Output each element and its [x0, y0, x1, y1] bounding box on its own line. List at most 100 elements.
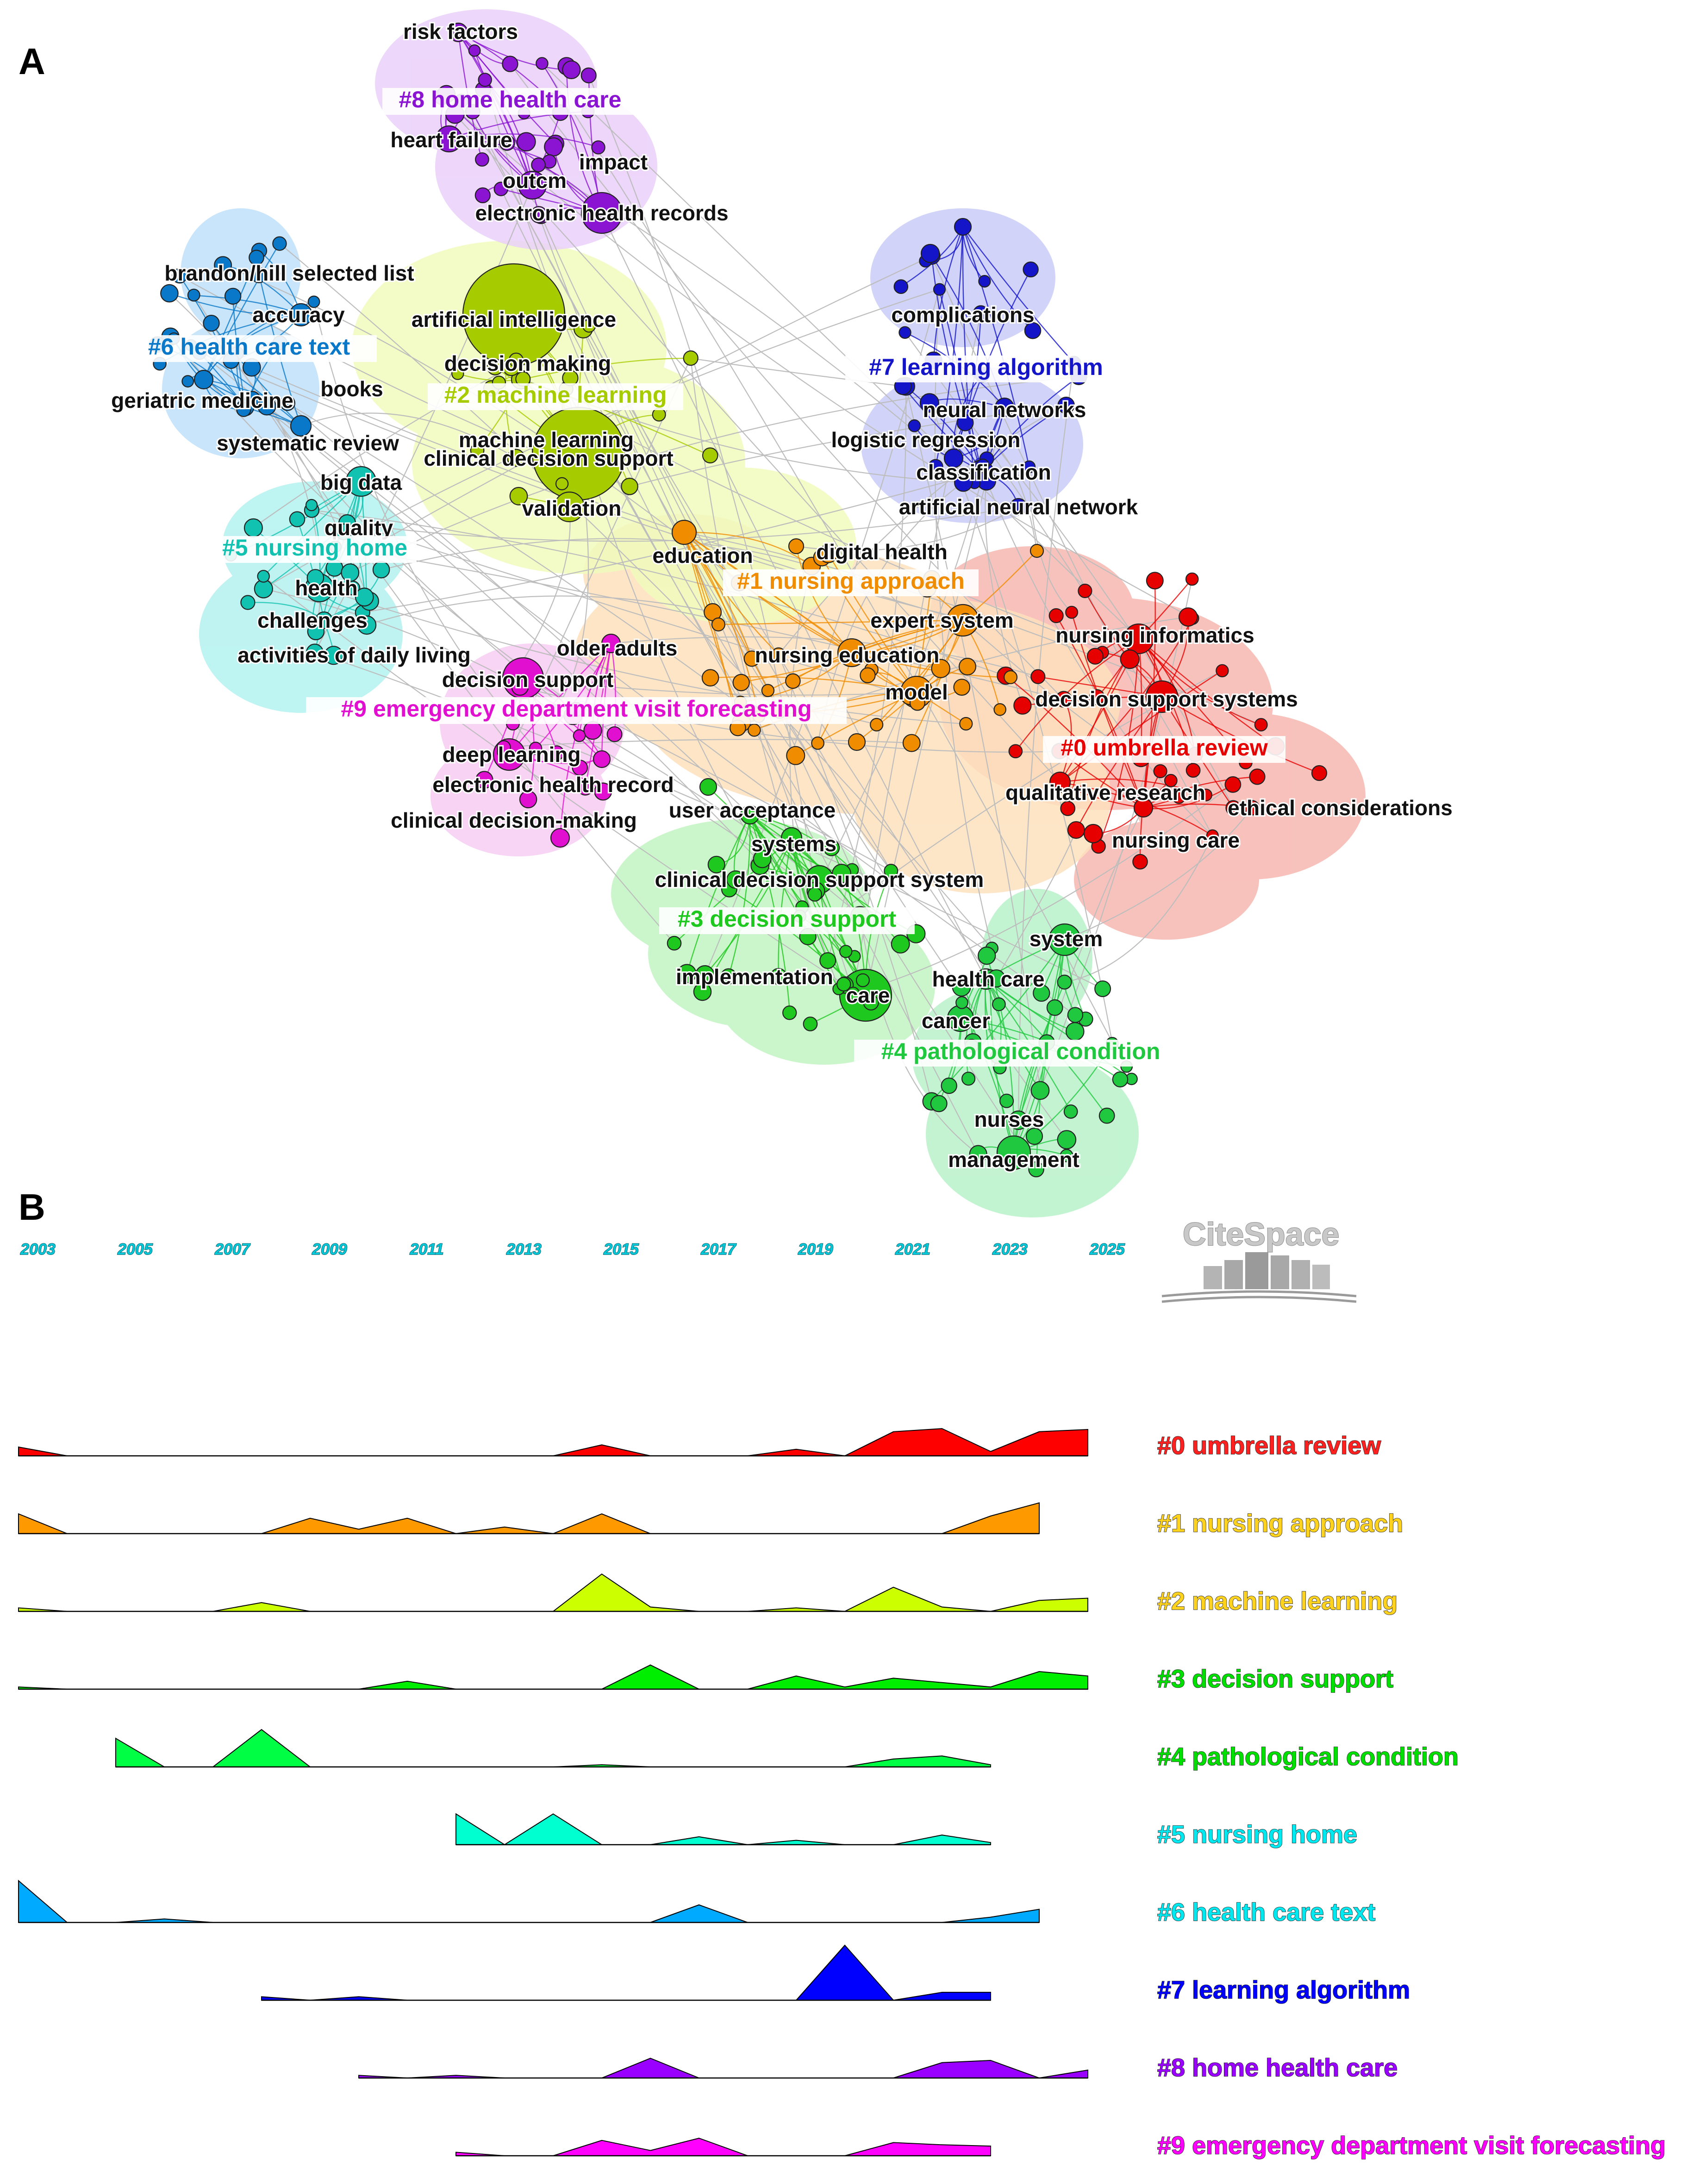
- node: [928, 459, 943, 474]
- citespace-logo-text: CiteSpace: [1183, 1216, 1339, 1252]
- node: [977, 946, 996, 965]
- node: [1164, 774, 1178, 787]
- term-artificial-neural-network: artificial neural network: [899, 495, 1138, 519]
- network-edge: [905, 386, 1041, 1091]
- node: [516, 132, 536, 152]
- term-logistic-regression: logistic regression: [831, 428, 1020, 452]
- node: [324, 646, 343, 665]
- node: [573, 729, 586, 742]
- panel-a-letter: A: [19, 41, 45, 82]
- node: [954, 473, 973, 492]
- term-outcm: outcm: [503, 168, 567, 193]
- stream-label: #6 health care text: [1157, 1898, 1375, 1926]
- nodes-cluster-2: [451, 263, 718, 523]
- network-edge: [319, 587, 967, 725]
- svg-text:#6 health care text: #6 health care text: [148, 334, 350, 360]
- node: [1146, 572, 1164, 590]
- node: [280, 395, 295, 411]
- node: [1023, 261, 1039, 278]
- year-tick-2025: 2025: [1089, 1241, 1125, 1258]
- node: [770, 968, 787, 985]
- node: [1083, 824, 1103, 843]
- term-clinical-decision-support: clinical decision support: [424, 446, 673, 470]
- svg-text:#3 decision support: #3 decision support: [678, 906, 897, 932]
- stream-label: #7 learning algorithm: [1157, 1976, 1410, 2004]
- node: [961, 1072, 976, 1086]
- node: [1185, 763, 1201, 778]
- node: [863, 994, 879, 1011]
- network-edge: [335, 546, 1064, 700]
- cluster-label-8: #8 home health care: [382, 87, 638, 115]
- svg-text:#2 machine learning: #2 machine learning: [444, 382, 667, 408]
- node: [909, 695, 926, 711]
- term-deep-learning: deep learning: [442, 743, 580, 767]
- cluster-label-1: #1 nursing approach: [723, 568, 979, 596]
- node: [952, 977, 971, 997]
- term-electronic-health-record: electronic health record: [432, 773, 674, 797]
- node: [448, 22, 468, 43]
- svg-text:#5 nursing home: #5 nursing home: [222, 535, 407, 561]
- node: [1112, 1071, 1129, 1088]
- term-nursing-education: nursing education: [755, 643, 940, 667]
- network-nodes: [149, 22, 1328, 1178]
- node: [1060, 1148, 1073, 1162]
- node: [160, 284, 179, 303]
- term-systems: systems: [751, 832, 836, 856]
- network-edge: [279, 243, 992, 949]
- network-edge: [542, 63, 1139, 639]
- year-tick-2023: 2023: [992, 1241, 1028, 1258]
- node: [474, 187, 491, 203]
- node: [893, 279, 909, 294]
- node: [811, 736, 824, 750]
- term-management: management: [948, 1148, 1079, 1172]
- network-edge: [629, 405, 1067, 487]
- cluster-label-6: #6 health care text: [121, 334, 377, 362]
- stream-label: #5 nursing home: [1157, 1821, 1357, 1848]
- node: [307, 623, 325, 641]
- node: [931, 659, 951, 679]
- term-nursing-informatics: nursing informatics: [1055, 623, 1254, 647]
- network-edge: [1013, 807, 1144, 1153]
- node: [780, 827, 803, 849]
- node: [478, 73, 492, 87]
- node: [954, 218, 972, 236]
- network-edge: [996, 830, 1077, 979]
- stream-6-health-care-text: #6 health care text: [18, 1879, 1376, 1927]
- stream-area: [18, 1502, 1040, 1535]
- node: [807, 887, 822, 902]
- node: [1153, 764, 1167, 779]
- panel-a-cluster-network: risk factors heart failure impact outcm elec…: [110, 9, 1454, 1217]
- node: [251, 267, 267, 283]
- node: [711, 617, 726, 632]
- node: [306, 643, 324, 661]
- node: [1094, 980, 1111, 998]
- node: [1065, 605, 1079, 619]
- svg-text:#7 learning algorithm: #7 learning algorithm: [869, 354, 1103, 380]
- node: [582, 319, 596, 333]
- term-big-data: big data: [320, 470, 402, 494]
- node: [771, 647, 786, 662]
- node: [999, 1093, 1014, 1108]
- node: [1046, 999, 1063, 1016]
- year-tick-2021: 2021: [895, 1241, 930, 1258]
- node: [1086, 648, 1104, 665]
- term-model: model: [885, 680, 948, 704]
- node: [837, 638, 867, 668]
- node: [976, 458, 990, 472]
- term-classification: classification: [916, 460, 1051, 484]
- node: [307, 295, 320, 308]
- node: [699, 778, 717, 796]
- node: [601, 633, 621, 654]
- node: [707, 855, 725, 874]
- node: [884, 863, 898, 878]
- node: [1311, 765, 1328, 781]
- node: [1224, 776, 1242, 793]
- node: [761, 684, 775, 697]
- node: [846, 986, 860, 1000]
- term-impact: impact: [579, 150, 648, 174]
- network-edge: [199, 352, 1076, 1016]
- term-care: care: [846, 983, 890, 1007]
- node: [870, 718, 884, 732]
- term-clinical-decision-support-system: clinical decision support system: [655, 867, 984, 892]
- node: [529, 742, 543, 755]
